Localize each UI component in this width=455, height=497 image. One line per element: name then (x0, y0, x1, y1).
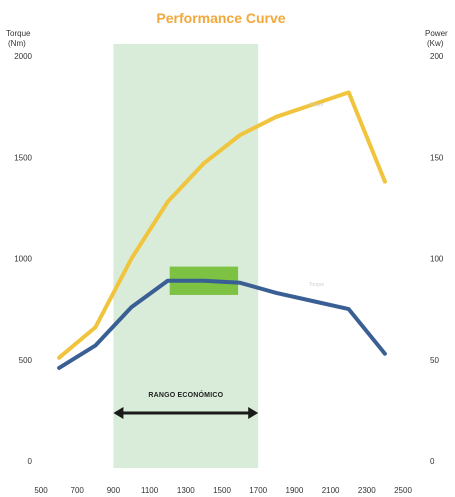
left-axis-title-line2: (Nm) (8, 39, 26, 48)
x-tick-label: 2100 (322, 486, 340, 495)
chart-title: Performance Curve (156, 10, 285, 26)
x-tick-label: 1900 (286, 486, 304, 495)
x-tick-label: 700 (71, 486, 85, 495)
right-tick-label: 150 (430, 153, 444, 162)
right-axis-title-line1: Power (425, 29, 448, 38)
x-tick-label: 900 (107, 486, 121, 495)
x-axis-ticks: 500 700 900 1100 1300 1500 1700 1900 2100 2300 250… (34, 486, 412, 495)
left-tick-label: 500 (19, 356, 33, 365)
left-tick-label: 0 (28, 457, 33, 466)
x-tick-label: 2300 (358, 486, 376, 495)
series-label-torque: Torque (309, 282, 325, 288)
series-label-power: Power (309, 103, 324, 109)
series-line-power (57, 90, 387, 360)
right-axis-title-line2: (Kw) (427, 39, 444, 48)
series-lines: Power Torque (57, 90, 387, 370)
economic-range-arrow (113, 407, 259, 419)
right-tick-label: 50 (430, 356, 439, 365)
range-arrow-right-head (248, 407, 259, 419)
economic-range-area (113, 44, 259, 468)
x-tick-label: 500 (34, 486, 48, 495)
economic-range-band (113, 44, 259, 468)
right-tick-label: 100 (430, 255, 444, 264)
economic-range-label: RANGO ECONÓMICO (148, 390, 223, 399)
left-axis-ticks: 0 500 1000 1500 2000 (14, 52, 32, 466)
x-tick-label: 1500 (213, 486, 231, 495)
right-tick-label: 200 (430, 52, 444, 61)
range-arrow-left-head (113, 407, 124, 419)
left-tick-label: 2000 (14, 52, 32, 61)
series-line-torque (57, 278, 387, 370)
left-axis-title-line1: Torque (6, 29, 31, 38)
x-tick-label: 1100 (141, 486, 159, 495)
x-tick-label: 1700 (249, 486, 267, 495)
left-tick-label: 1000 (14, 255, 32, 264)
x-tick-label: 1300 (177, 486, 195, 495)
right-axis-ticks: 0 50 100 150 200 (430, 52, 444, 466)
right-tick-label: 0 (430, 457, 435, 466)
x-tick-label: 2500 (394, 486, 412, 495)
left-tick-label: 1500 (14, 153, 32, 162)
